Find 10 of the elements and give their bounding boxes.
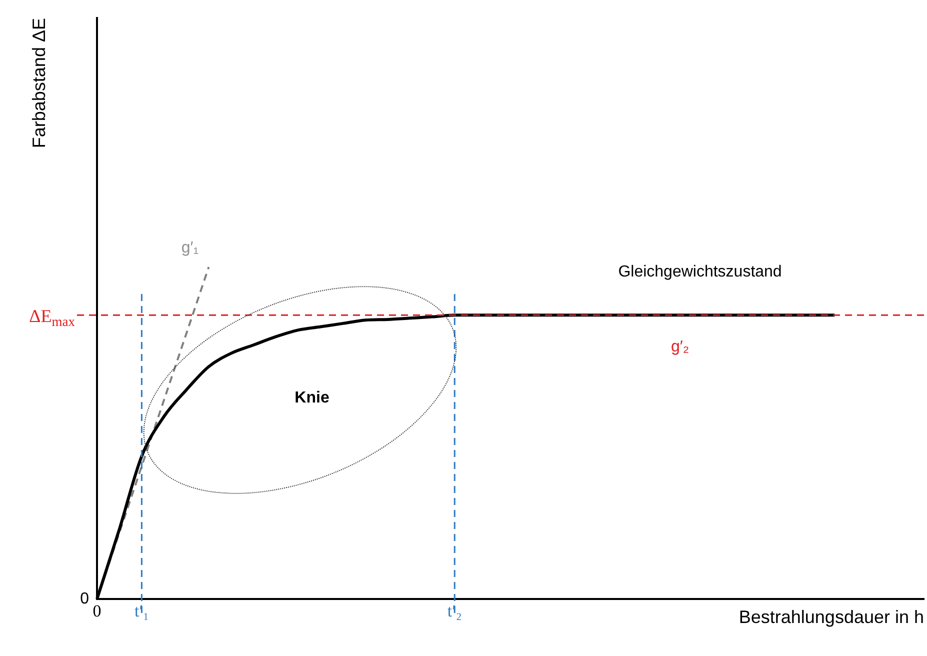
annotation: 0 xyxy=(80,590,90,608)
text: Farbabstand ΔE xyxy=(28,18,49,148)
text: g′₁ xyxy=(181,239,199,256)
annotation: Knie xyxy=(294,389,330,406)
annotation: Gleichgewichtszustand xyxy=(618,263,782,280)
x-axis-title: Bestrahlungsdauer in h xyxy=(738,607,924,628)
x-tick-label: t′₁ xyxy=(134,602,149,621)
x-tick-label: t′₂ xyxy=(447,602,462,621)
x-tick-label: 0 xyxy=(92,602,102,621)
annotation: g′₂ xyxy=(670,338,690,356)
